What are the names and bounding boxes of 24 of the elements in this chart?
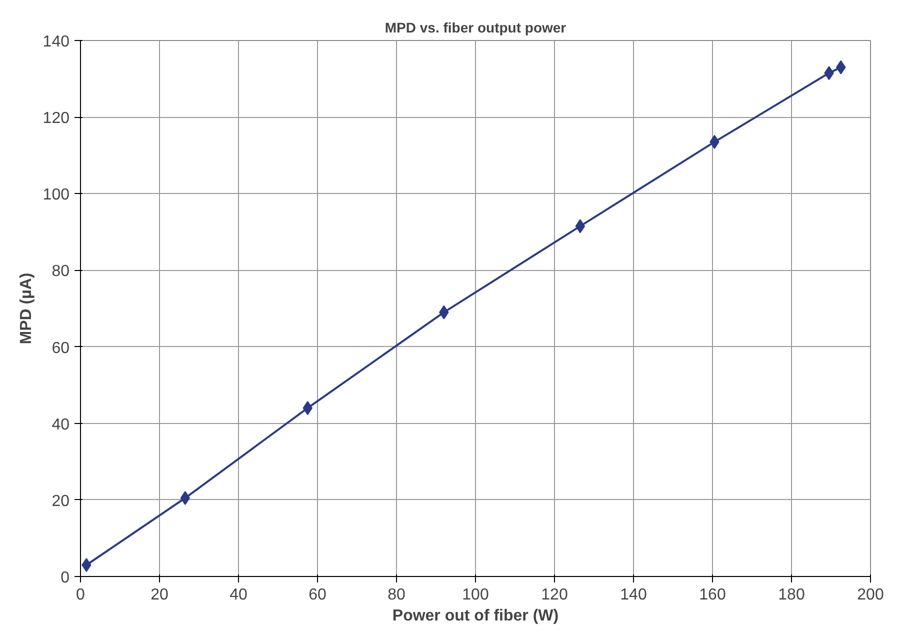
- chart-title: MPD vs. fiber output power: [384, 20, 567, 36]
- x-tick-label: 160: [699, 586, 726, 604]
- y-tick-label: 80: [52, 263, 70, 280]
- x-tick-label: 40: [230, 586, 248, 604]
- x-axis-title: Power out of fiber (W): [392, 608, 559, 624]
- x-tick-label: 200: [857, 586, 884, 604]
- y-tick-label: 120: [42, 110, 70, 128]
- y-tick-label: 100: [42, 186, 70, 204]
- x-tick-label: 120: [541, 586, 568, 604]
- x-tick-label: 60: [308, 586, 326, 604]
- y-tick-label: 140: [42, 34, 70, 50]
- x-tick-label: 0: [76, 586, 86, 604]
- y-axis-title: MPD (µA): [18, 272, 35, 344]
- x-tick-label: 100: [462, 586, 489, 604]
- point: [180, 491, 190, 506]
- x-tick-label: 20: [150, 586, 168, 604]
- y-tick-label: 40: [52, 416, 70, 434]
- y-tick-label: 60: [52, 340, 70, 357]
- x-tick-label: 180: [778, 586, 805, 604]
- point: [575, 219, 586, 234]
- x-tick-label: 140: [620, 586, 647, 604]
- y-tick-label: 0: [60, 570, 70, 586]
- x-tick-label: 80: [388, 586, 406, 604]
- y-tick-label: 20: [52, 492, 70, 510]
